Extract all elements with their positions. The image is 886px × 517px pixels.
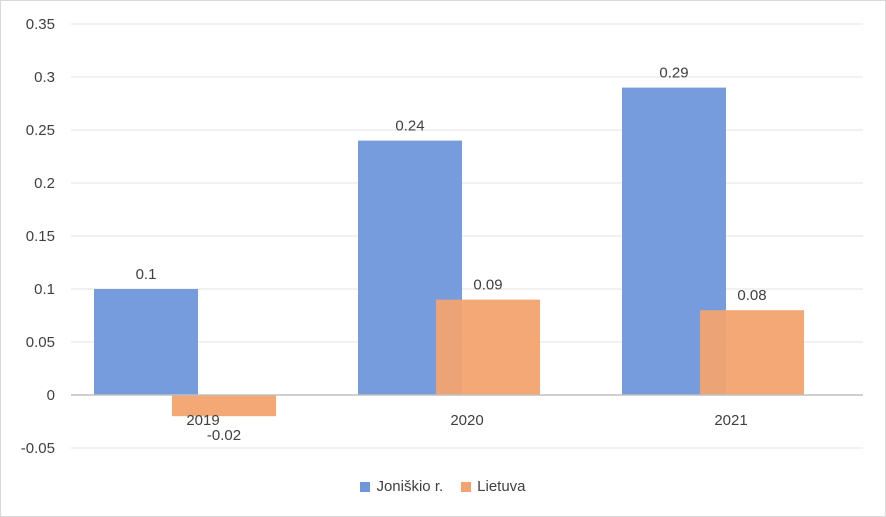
legend-label-joniskio: Joniškio r. (376, 478, 444, 495)
bar (172, 395, 276, 417)
bar (94, 289, 198, 395)
x-tick-label: 2021 (714, 412, 747, 429)
data-label: -0.02 (207, 427, 241, 444)
legend: Joniškio r. Lietuva (1, 478, 885, 495)
y-tick-label: 0.2 (34, 175, 55, 192)
y-tick-label: 0.3 (34, 69, 55, 86)
data-label: 0.29 (659, 65, 688, 82)
y-tick-label: 0.15 (26, 228, 55, 245)
y-tick-label: 0.35 (26, 16, 55, 33)
bar (700, 310, 804, 395)
bar (436, 299, 540, 395)
x-tick-label: 2020 (450, 412, 483, 429)
y-tick-label: 0.25 (26, 122, 55, 139)
data-label: 0.24 (395, 118, 424, 135)
legend-item-joniskio: Joniškio r. (360, 478, 443, 495)
legend-swatch-lietuva (461, 481, 472, 492)
data-label: 0.08 (737, 287, 766, 304)
y-tick-label: -0.05 (21, 440, 55, 457)
legend-swatch-joniskio (360, 481, 371, 492)
y-tick-label: 0.1 (34, 281, 55, 298)
legend-label-lietuva: Lietuva (477, 478, 526, 495)
x-tick-label: 2019 (186, 412, 219, 429)
y-tick-label: 0.05 (26, 334, 55, 351)
y-tick-label: 0 (47, 387, 55, 404)
data-label: 0.1 (136, 266, 157, 283)
legend-item-lietuva: Lietuva (461, 478, 526, 495)
data-label: 0.09 (473, 277, 502, 294)
